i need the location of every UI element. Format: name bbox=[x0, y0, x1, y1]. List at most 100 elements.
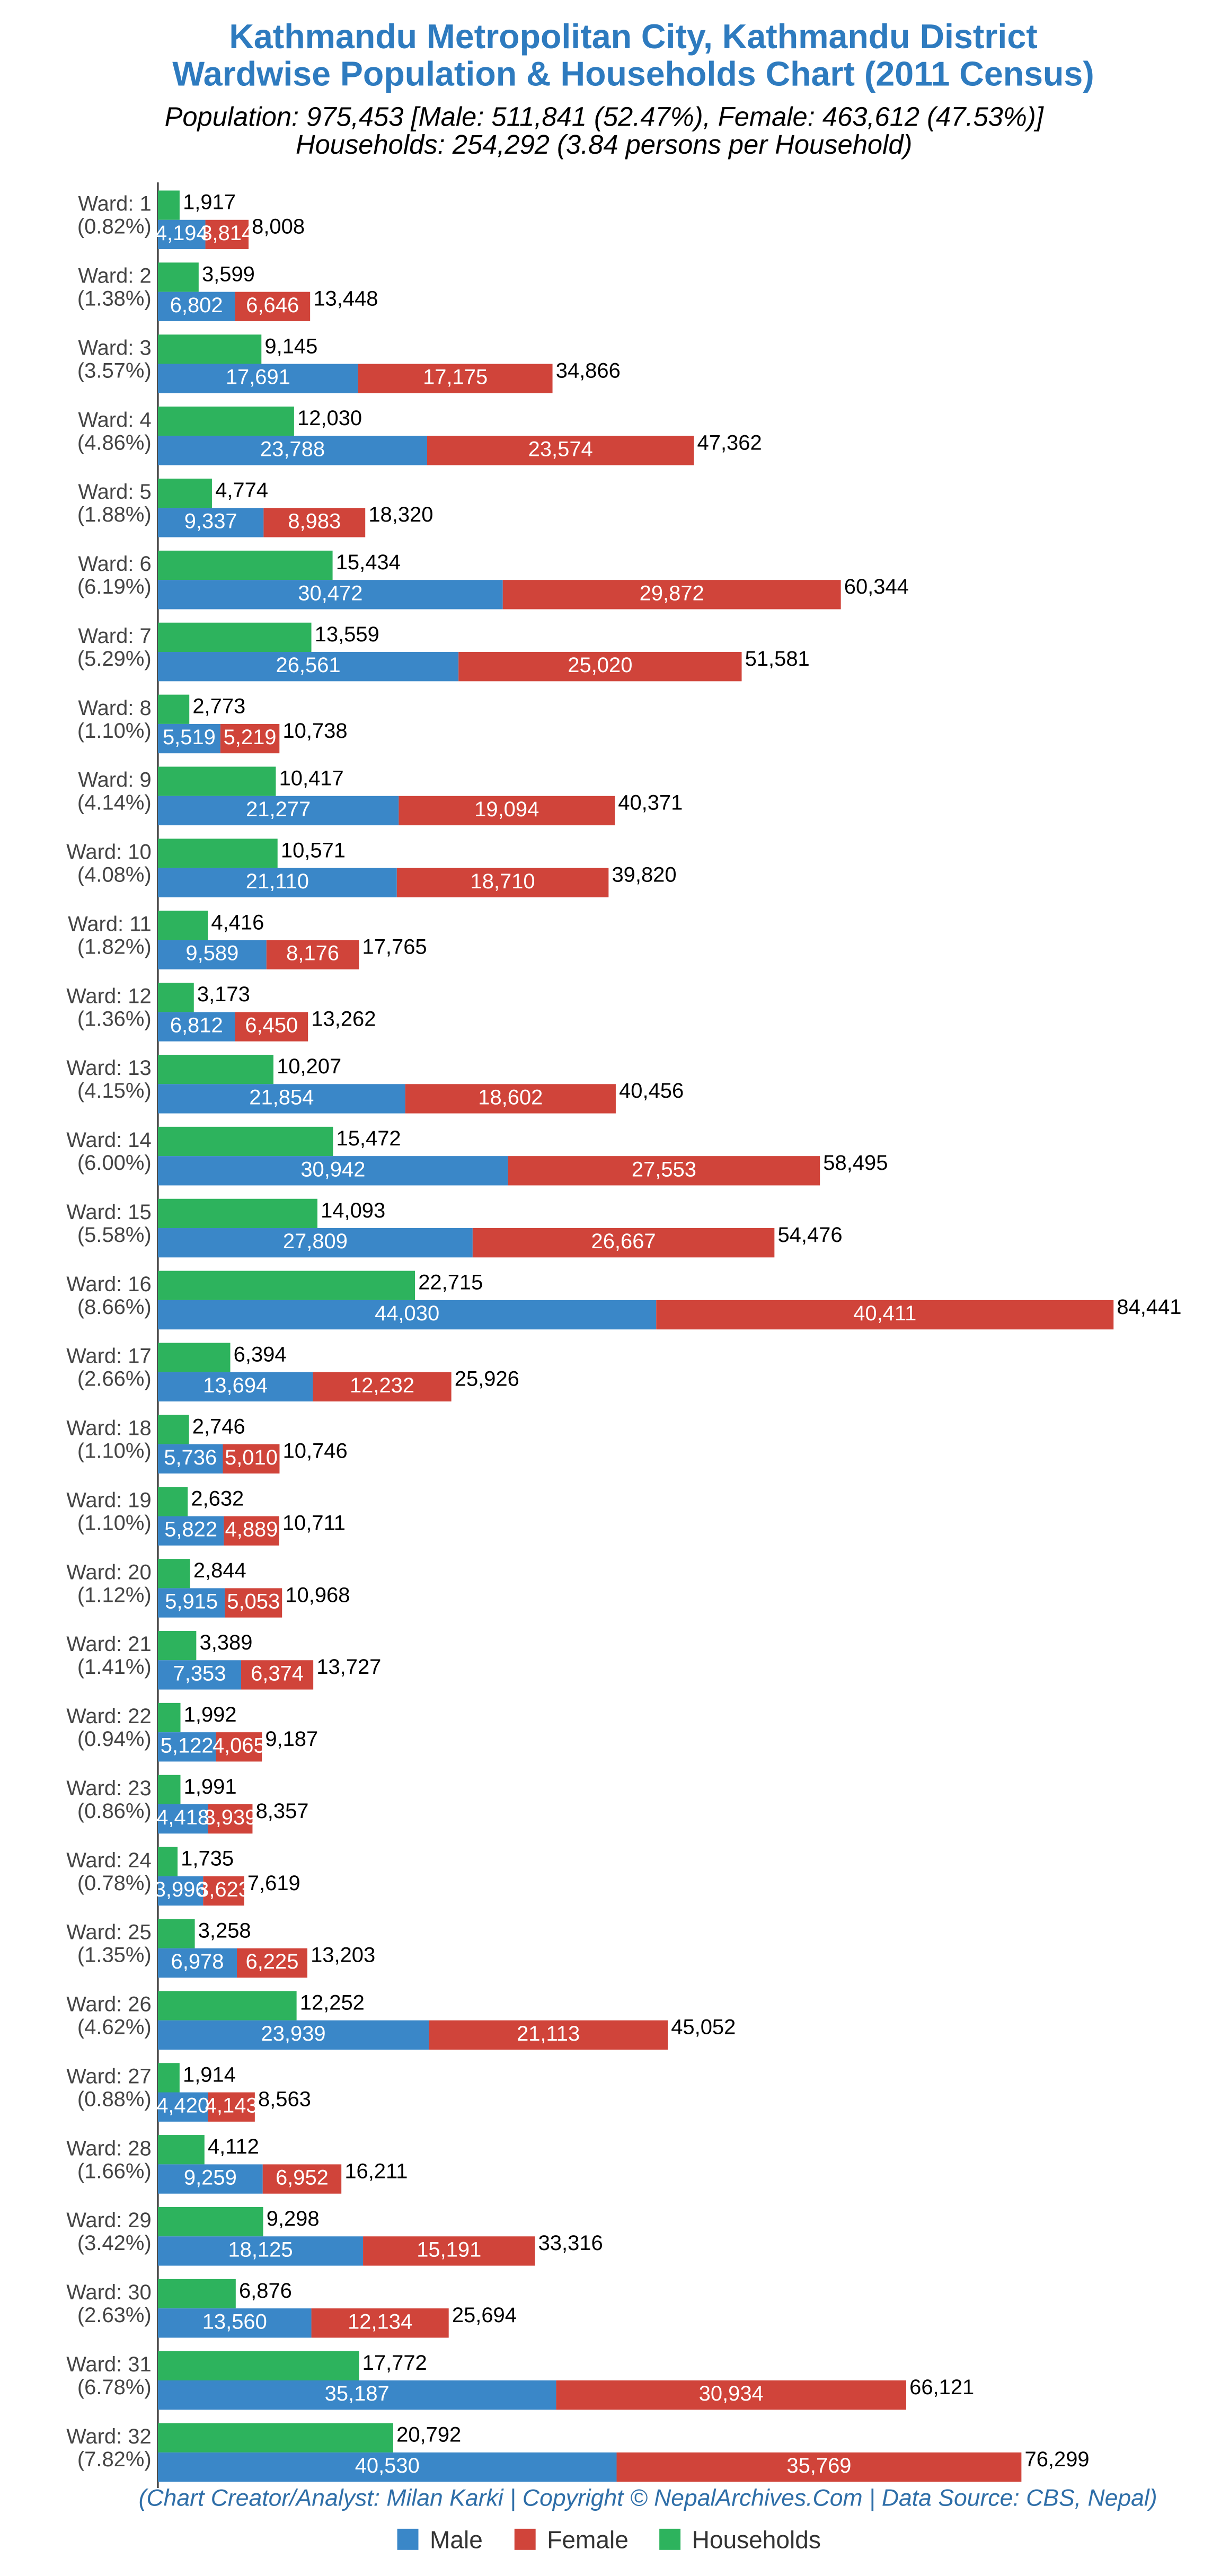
category-label: Ward: 13 bbox=[66, 1056, 152, 1080]
male-label: 13,694 bbox=[203, 1374, 268, 1397]
category-share: (1.10%) bbox=[77, 719, 152, 743]
category-share: (0.94%) bbox=[77, 1727, 152, 1751]
legend-label: Households bbox=[692, 2526, 821, 2554]
female-bar bbox=[363, 2236, 535, 2266]
male-bar bbox=[157, 1372, 313, 1402]
male-bar bbox=[157, 1804, 208, 1834]
female-bar bbox=[208, 1804, 253, 1834]
male-label: 26,561 bbox=[276, 654, 341, 677]
total-label: 60,344 bbox=[844, 575, 909, 598]
total-label: 13,262 bbox=[311, 1007, 376, 1030]
households-label: 1,735 bbox=[181, 1847, 234, 1871]
category-share: (0.82%) bbox=[77, 215, 152, 239]
female-bar bbox=[405, 1084, 616, 1114]
female-bar bbox=[429, 2020, 668, 2050]
households-bar bbox=[157, 983, 194, 1012]
households-label: 1,992 bbox=[184, 1703, 237, 1726]
female-label: 3,623 bbox=[197, 1878, 250, 1901]
male-bar bbox=[157, 2092, 208, 2122]
total-label: 10,968 bbox=[285, 1583, 350, 1607]
female-bar bbox=[311, 2308, 449, 2338]
category-label: Ward: 26 bbox=[66, 1993, 152, 2016]
male-bar bbox=[157, 2452, 617, 2482]
category-share: (1.88%) bbox=[77, 503, 152, 526]
female-label: 5,053 bbox=[227, 1590, 280, 1613]
households-label: 9,298 bbox=[267, 2207, 320, 2230]
male-label: 7,353 bbox=[173, 1662, 226, 1685]
female-label: 21,113 bbox=[517, 2022, 580, 2045]
female-bar bbox=[220, 724, 280, 754]
category-share: (1.35%) bbox=[77, 1944, 152, 1967]
total-label: 10,711 bbox=[282, 1511, 346, 1534]
households-bar bbox=[157, 1919, 195, 1948]
male-label: 21,277 bbox=[246, 798, 311, 821]
category-label: Ward: 3 bbox=[78, 336, 151, 359]
male-bar bbox=[157, 1156, 508, 1186]
category-share: (8.66%) bbox=[77, 1295, 152, 1319]
male-label: 13,560 bbox=[202, 2310, 267, 2333]
category-share: (4.14%) bbox=[77, 791, 152, 815]
category-label: Ward: 31 bbox=[66, 2353, 152, 2376]
female-bar bbox=[427, 436, 694, 465]
households-bar bbox=[157, 2423, 394, 2453]
total-label: 8,563 bbox=[258, 2087, 311, 2111]
households-bar bbox=[157, 1702, 181, 1733]
households-bar bbox=[157, 1126, 333, 1157]
female-label: 3,939 bbox=[204, 1806, 256, 1829]
category-share: (1.82%) bbox=[77, 935, 152, 958]
male-bar bbox=[157, 1300, 657, 1330]
households-bar bbox=[157, 694, 190, 724]
male-bar bbox=[157, 1012, 235, 1042]
male-label: 40,530 bbox=[355, 2454, 420, 2477]
category-label: Ward: 18 bbox=[66, 1417, 152, 1440]
female-bar bbox=[225, 1588, 282, 1618]
male-bar bbox=[157, 1948, 237, 1978]
female-bar bbox=[502, 580, 841, 610]
households-label: 3,258 bbox=[198, 1919, 251, 1943]
households-bar bbox=[157, 1991, 297, 2021]
female-bar bbox=[203, 1876, 244, 1906]
households-bar bbox=[157, 1054, 273, 1084]
category-share: (1.66%) bbox=[77, 2159, 152, 2183]
households-bar bbox=[157, 911, 208, 940]
female-bar bbox=[396, 868, 609, 897]
category-label: Ward: 19 bbox=[66, 1488, 152, 1512]
total-label: 25,926 bbox=[455, 1368, 519, 1391]
female-label: 18,602 bbox=[478, 1086, 543, 1109]
legend-label: Female bbox=[547, 2526, 629, 2554]
households-bar bbox=[157, 1559, 190, 1589]
female-label: 6,450 bbox=[245, 1014, 298, 1037]
category-share: (4.62%) bbox=[77, 2016, 152, 2039]
category-share: (6.78%) bbox=[77, 2376, 152, 2399]
female-bar bbox=[224, 1516, 279, 1546]
female-bar bbox=[263, 508, 366, 537]
households-bar bbox=[157, 262, 199, 292]
male-bar bbox=[157, 1660, 242, 1690]
category-label: Ward: 20 bbox=[66, 1560, 152, 1584]
households-bar bbox=[157, 2135, 205, 2165]
female-bar bbox=[205, 219, 249, 250]
total-label: 47,362 bbox=[697, 431, 762, 454]
male-label: 5,822 bbox=[164, 1518, 217, 1541]
male-label: 17,691 bbox=[226, 366, 290, 389]
households-bar bbox=[157, 2063, 180, 2093]
category-share: (2.66%) bbox=[77, 1368, 152, 1391]
female-bar bbox=[616, 2452, 1022, 2482]
category-label: Ward: 10 bbox=[66, 841, 152, 864]
female-bar bbox=[556, 2380, 907, 2410]
total-label: 7,619 bbox=[247, 1872, 300, 1895]
category-share: (0.88%) bbox=[77, 2087, 152, 2111]
subtitle: Population: 975,453 [Male: 511,841 (52.4… bbox=[165, 102, 1045, 132]
households-bar bbox=[157, 334, 262, 364]
female-label: 15,191 bbox=[417, 2238, 481, 2261]
female-label: 29,872 bbox=[640, 581, 704, 605]
total-label: 9,187 bbox=[265, 1727, 318, 1751]
female-label: 19,094 bbox=[474, 798, 539, 821]
female-label: 23,574 bbox=[528, 438, 593, 461]
category-share: (1.38%) bbox=[77, 287, 152, 311]
households-label: 12,030 bbox=[297, 407, 362, 430]
category-share: (1.36%) bbox=[77, 1007, 152, 1030]
category-label: Ward: 7 bbox=[78, 624, 151, 648]
male-bar bbox=[157, 364, 358, 393]
footer: (Chart Creator/Analyst: Milan Karki | Co… bbox=[139, 2485, 1157, 2511]
